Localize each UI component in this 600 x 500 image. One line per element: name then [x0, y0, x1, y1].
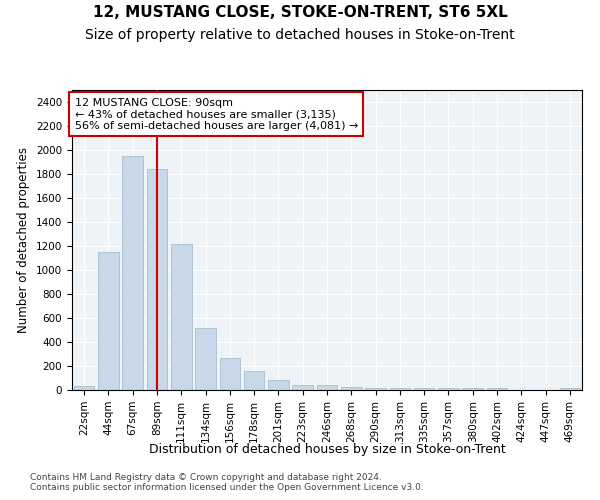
- Bar: [220, 358, 240, 390]
- Bar: [317, 385, 337, 390]
- Y-axis label: Number of detached properties: Number of detached properties: [17, 147, 31, 333]
- Bar: [98, 252, 119, 390]
- Bar: [487, 388, 508, 390]
- Bar: [292, 384, 313, 390]
- Bar: [560, 388, 580, 390]
- Bar: [438, 388, 459, 390]
- Bar: [389, 388, 410, 390]
- Text: Contains HM Land Registry data © Crown copyright and database right 2024.
Contai: Contains HM Land Registry data © Crown c…: [30, 472, 424, 492]
- Bar: [146, 169, 167, 390]
- Bar: [463, 388, 483, 390]
- Text: Distribution of detached houses by size in Stoke-on-Trent: Distribution of detached houses by size …: [149, 442, 505, 456]
- Bar: [244, 372, 265, 390]
- Bar: [414, 388, 434, 390]
- Text: 12, MUSTANG CLOSE, STOKE-ON-TRENT, ST6 5XL: 12, MUSTANG CLOSE, STOKE-ON-TRENT, ST6 5…: [92, 5, 508, 20]
- Bar: [365, 388, 386, 390]
- Bar: [195, 328, 216, 390]
- Bar: [122, 156, 143, 390]
- Text: Size of property relative to detached houses in Stoke-on-Trent: Size of property relative to detached ho…: [85, 28, 515, 42]
- Bar: [171, 244, 191, 390]
- Bar: [74, 386, 94, 390]
- Bar: [341, 386, 362, 390]
- Bar: [268, 380, 289, 390]
- Text: 12 MUSTANG CLOSE: 90sqm
← 43% of detached houses are smaller (3,135)
56% of semi: 12 MUSTANG CLOSE: 90sqm ← 43% of detache…: [74, 98, 358, 130]
